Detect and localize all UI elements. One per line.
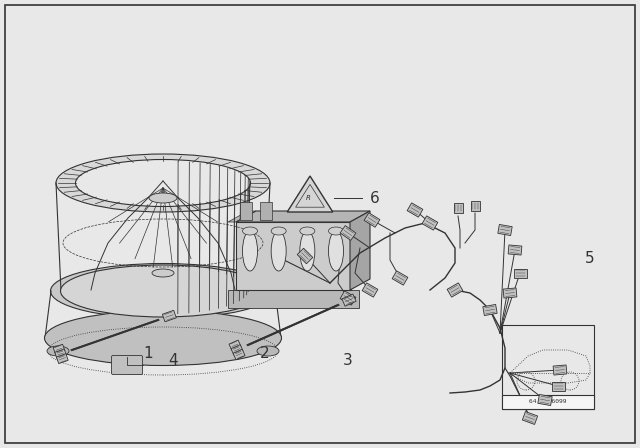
Ellipse shape xyxy=(76,159,250,207)
Text: 4: 4 xyxy=(168,353,178,367)
Bar xyxy=(260,202,272,220)
Polygon shape xyxy=(229,340,241,350)
Bar xyxy=(228,290,359,308)
Polygon shape xyxy=(340,226,356,241)
Ellipse shape xyxy=(61,265,266,317)
Polygon shape xyxy=(56,354,68,364)
Polygon shape xyxy=(522,412,538,424)
Ellipse shape xyxy=(45,310,282,366)
Polygon shape xyxy=(362,283,378,297)
Ellipse shape xyxy=(328,231,344,271)
Polygon shape xyxy=(231,345,243,355)
Polygon shape xyxy=(233,349,245,360)
Polygon shape xyxy=(163,310,176,322)
Text: 2: 2 xyxy=(260,345,270,361)
FancyBboxPatch shape xyxy=(111,356,143,375)
Text: 3: 3 xyxy=(343,353,353,367)
Ellipse shape xyxy=(300,231,315,271)
Polygon shape xyxy=(447,283,463,297)
Text: 5: 5 xyxy=(585,250,595,266)
Polygon shape xyxy=(422,216,438,230)
Bar xyxy=(236,222,351,290)
Ellipse shape xyxy=(271,231,286,271)
Ellipse shape xyxy=(47,346,69,356)
Ellipse shape xyxy=(149,193,177,203)
Text: R: R xyxy=(305,195,310,201)
Polygon shape xyxy=(297,248,313,264)
Text: 6: 6 xyxy=(370,190,380,206)
Polygon shape xyxy=(350,211,370,290)
Ellipse shape xyxy=(243,227,257,235)
Ellipse shape xyxy=(271,227,286,235)
Polygon shape xyxy=(513,268,527,277)
Polygon shape xyxy=(364,213,380,227)
Polygon shape xyxy=(454,203,463,213)
Polygon shape xyxy=(55,349,67,359)
Ellipse shape xyxy=(257,346,279,356)
Polygon shape xyxy=(508,245,522,255)
Polygon shape xyxy=(53,344,65,354)
Polygon shape xyxy=(407,203,423,217)
Bar xyxy=(502,325,594,409)
Ellipse shape xyxy=(56,154,270,212)
Polygon shape xyxy=(340,291,356,305)
Bar xyxy=(240,202,252,220)
Polygon shape xyxy=(287,176,333,212)
Polygon shape xyxy=(553,365,567,375)
Ellipse shape xyxy=(328,227,344,235)
Polygon shape xyxy=(392,271,408,285)
Polygon shape xyxy=(552,382,564,391)
Polygon shape xyxy=(483,305,497,315)
Polygon shape xyxy=(498,224,512,236)
Polygon shape xyxy=(342,294,356,306)
Polygon shape xyxy=(236,211,370,222)
Ellipse shape xyxy=(243,231,257,271)
Text: 1: 1 xyxy=(143,345,153,361)
Ellipse shape xyxy=(51,263,275,319)
Polygon shape xyxy=(470,201,479,211)
Polygon shape xyxy=(503,288,517,298)
Text: 64 11 6099: 64 11 6099 xyxy=(529,399,567,404)
Polygon shape xyxy=(538,394,552,405)
Ellipse shape xyxy=(152,269,174,277)
Polygon shape xyxy=(228,211,256,222)
Bar xyxy=(502,395,594,409)
Ellipse shape xyxy=(300,227,315,235)
